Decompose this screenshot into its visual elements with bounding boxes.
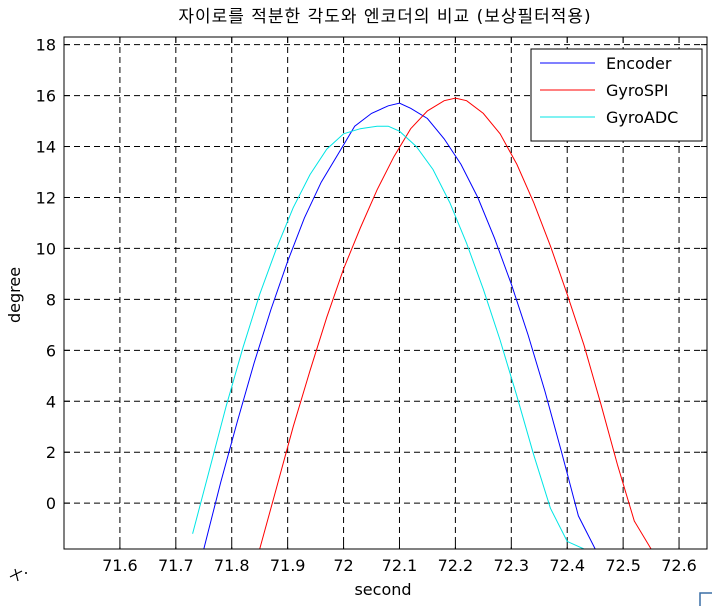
series-group — [192, 97, 652, 549]
series-lines — [192, 97, 652, 549]
series-line-gyrospi — [259, 97, 652, 549]
figure-cursor-icon — [9, 568, 27, 582]
y-tick-label: 12 — [36, 188, 56, 207]
x-tick-label: 72.2 — [438, 556, 474, 575]
x-tick-label: 72.1 — [382, 556, 418, 575]
y-tick-label: 2 — [46, 443, 56, 462]
series-line-gyroadc — [192, 125, 585, 549]
legend-label: GyroSPI — [606, 81, 668, 100]
legend-label: Encoder — [606, 54, 672, 73]
series-line-encoder — [203, 102, 596, 549]
x-tick-label: 71.9 — [270, 556, 306, 575]
y-tick-label: 6 — [46, 341, 56, 360]
y-tick-label: 18 — [36, 36, 56, 55]
x-tick-label: 72.3 — [493, 556, 529, 575]
x-tick-label: 72 — [333, 556, 353, 575]
y-tick-label: 16 — [36, 87, 56, 106]
y-tick-label: 4 — [46, 392, 56, 411]
legend-label: GyroADC — [606, 108, 678, 127]
y-tick-label: 0 — [46, 494, 56, 513]
chart-title: 자이로를 적분한 각도와 엔코더의 비교 (보상필터적용) — [178, 7, 591, 27]
legend-box — [530, 48, 703, 142]
x-tick-label: 72.4 — [549, 556, 585, 575]
x-tick-label: 72.6 — [661, 556, 697, 575]
y-tick-label: 10 — [36, 239, 56, 258]
plot-area-frame — [63, 36, 708, 550]
corner-widget-icon — [699, 592, 712, 608]
x-axis-label: second — [354, 580, 411, 599]
x-tick-label: 72.5 — [605, 556, 641, 575]
ticks: 71.6 71.7 71.8 71.9 72 72.1 72.2 72.3 72.4 72.5 72… — [36, 36, 707, 575]
x-tick-label: 71.6 — [102, 556, 138, 575]
x-tick-label: 71.7 — [158, 556, 194, 575]
y-tick-label: 14 — [36, 138, 56, 157]
y-axis-label: degree — [5, 267, 24, 323]
legend: Encoder GyroSPI GyroADC — [530, 48, 703, 142]
y-tick-label: 8 — [46, 290, 56, 309]
x-tick-label: 71.8 — [214, 556, 250, 575]
